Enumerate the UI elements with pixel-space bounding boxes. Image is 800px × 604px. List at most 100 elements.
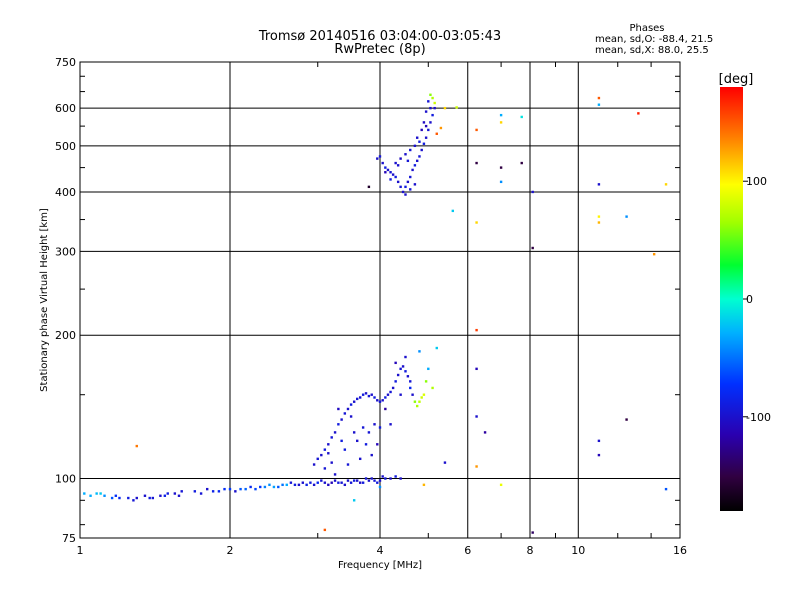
x-axis-ticks: 1 2 4 6 8 10 16 — [77, 62, 687, 557]
data-point — [597, 221, 601, 224]
data-point — [597, 453, 601, 457]
data-point — [301, 481, 305, 484]
x-tick-label: 8 — [527, 544, 534, 557]
data-point — [132, 499, 135, 502]
data-point — [401, 365, 405, 368]
data-point — [352, 400, 356, 403]
data-point — [361, 426, 365, 429]
data-point — [381, 475, 384, 478]
data-point — [531, 246, 534, 250]
data-point — [114, 494, 118, 497]
x-tick-label: 6 — [464, 544, 471, 557]
data-point — [424, 380, 428, 383]
data-point — [367, 185, 371, 189]
data-point — [409, 188, 412, 191]
data-point — [520, 161, 523, 165]
phase-stats-x-mode: mean, sd,X: 88.0, 25.5 — [595, 45, 709, 56]
x-tick-label: 2 — [227, 544, 234, 557]
data-point — [305, 483, 308, 487]
data-point — [394, 361, 397, 365]
data-point — [406, 159, 410, 163]
data-point — [349, 481, 353, 484]
data-point — [323, 481, 327, 484]
data-point — [389, 390, 392, 394]
data-point — [399, 477, 402, 480]
data-point — [193, 490, 197, 493]
data-point — [520, 115, 523, 119]
colorbar — [720, 87, 743, 511]
data-point — [330, 461, 333, 464]
data-point — [433, 106, 436, 110]
data-point — [391, 386, 395, 390]
data-point — [323, 448, 327, 451]
y-tick-label: 300 — [55, 245, 76, 258]
data-point — [399, 367, 402, 371]
data-point — [420, 148, 423, 152]
x-tick-label: 10 — [571, 544, 585, 557]
data-point — [381, 161, 384, 165]
data-point — [443, 106, 447, 110]
data-point — [597, 439, 601, 443]
data-point — [435, 132, 438, 135]
data-point — [376, 443, 379, 446]
data-point — [418, 400, 421, 403]
data-point — [355, 439, 359, 443]
data-point — [263, 485, 267, 489]
data-point — [361, 481, 365, 484]
data-point — [664, 183, 668, 186]
data-point — [330, 436, 333, 439]
data-point — [378, 426, 382, 429]
data-point — [228, 487, 232, 491]
data-point — [373, 423, 376, 426]
data-point — [404, 355, 407, 359]
data-point — [413, 183, 417, 186]
data-point — [499, 180, 503, 184]
data-point — [239, 487, 242, 491]
data-point — [223, 487, 226, 491]
data-point — [386, 393, 390, 396]
data-point — [384, 396, 387, 399]
data-point — [99, 492, 102, 495]
data-point — [378, 155, 382, 158]
data-point — [376, 481, 379, 484]
data-point — [422, 121, 426, 124]
data-point — [370, 393, 373, 396]
data-point — [597, 96, 601, 100]
data-point — [435, 346, 438, 350]
data-point — [346, 463, 350, 466]
data-point — [396, 373, 400, 377]
data-point — [429, 106, 432, 110]
data-point — [378, 479, 382, 482]
data-point — [364, 392, 368, 395]
data-point — [320, 453, 323, 457]
data-point — [378, 485, 382, 489]
data-point — [475, 367, 478, 371]
data-point — [429, 93, 432, 96]
data-point — [166, 492, 169, 495]
data-point — [499, 166, 503, 169]
data-point — [381, 399, 384, 402]
data-point — [396, 164, 400, 167]
data-point — [244, 487, 247, 491]
data-point — [531, 531, 534, 534]
data-point — [422, 483, 426, 487]
data-point — [309, 481, 312, 484]
data-point — [289, 481, 293, 484]
data-point — [330, 481, 333, 484]
data-point — [355, 397, 359, 401]
data-point — [367, 479, 371, 482]
data-point — [297, 483, 301, 487]
data-point — [177, 494, 181, 497]
data-point — [418, 140, 421, 143]
data-point — [394, 475, 397, 478]
x-tick-label: 4 — [377, 544, 384, 557]
data-point — [427, 367, 430, 371]
data-point — [625, 215, 628, 218]
phase-stats-o-mode: mean, sd,O: -88.4, 21.5 — [595, 34, 713, 45]
data-point — [159, 494, 162, 497]
data-point — [127, 496, 130, 500]
data-point — [358, 457, 362, 461]
data-point — [652, 252, 656, 256]
data-point — [352, 431, 356, 434]
